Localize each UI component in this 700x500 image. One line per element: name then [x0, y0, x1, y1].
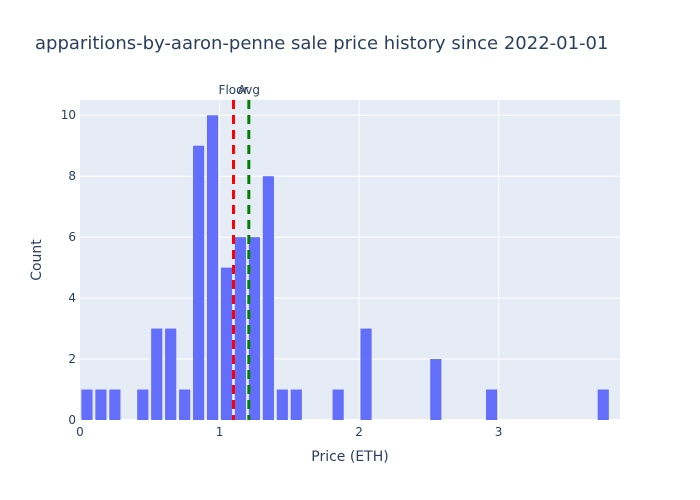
reference-line-label: Floor [219, 83, 249, 97]
histogram-bar [248, 237, 260, 420]
x-tick-label: 1 [216, 425, 224, 439]
x-tick-labels: 0 1 2 3 [76, 425, 502, 439]
histogram-bar [332, 389, 344, 420]
x-tick-label: 0 [76, 425, 84, 439]
histogram-bar [360, 328, 372, 420]
y-tick-label: 2 [68, 352, 76, 366]
histogram-bar [151, 328, 163, 420]
reference-line-label: Avg [238, 83, 260, 97]
y-tick-labels: 0 2 4 6 8 10 [61, 108, 76, 427]
histogram-bar [234, 237, 247, 420]
x-axis-label: Price (ETH) [311, 449, 388, 465]
histogram-bar [81, 389, 93, 420]
y-tick-label: 4 [68, 291, 76, 305]
histogram-bar [95, 389, 107, 420]
bars [81, 115, 609, 420]
histogram-bar [290, 389, 302, 420]
histogram-bar [137, 389, 149, 420]
histogram-bar [206, 115, 219, 420]
histogram-bar [262, 176, 274, 420]
histogram-bar [597, 389, 609, 420]
histogram-bar [486, 389, 498, 420]
x-tick-label: 3 [495, 425, 503, 439]
y-tick-label: 10 [61, 108, 76, 122]
histogram-bar [193, 145, 205, 420]
histogram-bar [220, 267, 233, 420]
y-tick-label: 6 [68, 230, 76, 244]
histogram-bar [109, 389, 121, 420]
y-tick-label: 8 [68, 169, 76, 183]
y-tick-label: 0 [68, 413, 76, 427]
histogram-bar [430, 359, 442, 420]
histogram-bar [276, 389, 288, 420]
histogram-bar [179, 389, 191, 420]
x-tick-label: 2 [355, 425, 363, 439]
y-axis-label: Count [29, 239, 45, 281]
histogram-bar [165, 328, 177, 420]
chart-title: apparitions-by-aaron-penne sale price hi… [35, 33, 609, 54]
